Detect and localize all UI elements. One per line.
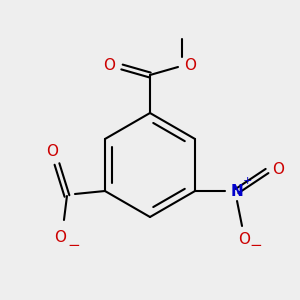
Text: O: O	[184, 58, 196, 73]
Text: O: O	[46, 143, 58, 158]
Text: N: N	[231, 184, 243, 199]
Text: O: O	[103, 58, 115, 73]
Text: O: O	[238, 232, 250, 247]
Text: −: −	[250, 238, 262, 253]
Text: −: −	[68, 238, 80, 253]
Text: O: O	[54, 230, 66, 245]
Text: +: +	[242, 176, 252, 186]
Text: O: O	[272, 161, 284, 176]
